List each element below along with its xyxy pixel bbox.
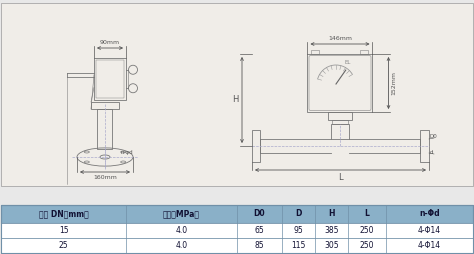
Text: 146mm: 146mm	[328, 36, 352, 41]
Text: H: H	[233, 96, 239, 104]
Bar	[252, 130, 260, 162]
Text: 通径 DN（mm）: 通径 DN（mm）	[39, 210, 89, 218]
Text: 160mm: 160mm	[93, 175, 117, 180]
Bar	[308, 54, 373, 112]
Text: 95: 95	[293, 226, 303, 235]
Bar	[420, 130, 429, 162]
Bar	[1, 223, 473, 238]
Text: 4.0: 4.0	[175, 226, 188, 235]
Text: 4.0: 4.0	[175, 241, 188, 250]
Bar	[98, 109, 112, 149]
Bar	[1, 238, 473, 253]
Text: 15: 15	[59, 226, 68, 235]
Bar	[1, 205, 473, 253]
Text: d: d	[430, 150, 434, 155]
Text: 25: 25	[59, 241, 68, 250]
Text: L: L	[365, 210, 369, 218]
Bar	[361, 50, 368, 54]
Bar	[332, 120, 348, 124]
Bar	[1, 3, 473, 186]
Text: H: H	[328, 210, 335, 218]
Bar	[1, 205, 473, 223]
Bar	[311, 50, 319, 54]
Text: D0: D0	[254, 210, 265, 218]
Text: 85: 85	[255, 241, 264, 250]
Bar	[96, 60, 124, 98]
Text: 4-Φ14: 4-Φ14	[418, 226, 441, 235]
Text: 耗压（MPa）: 耗压（MPa）	[163, 210, 200, 218]
Bar	[328, 112, 352, 120]
Text: 385: 385	[324, 226, 338, 235]
Bar	[94, 58, 126, 100]
Text: 152mm: 152mm	[392, 71, 396, 95]
Text: 65: 65	[255, 226, 264, 235]
Bar	[91, 102, 119, 109]
Text: n-φd: n-φd	[121, 150, 134, 155]
Text: D: D	[295, 210, 301, 218]
Text: D0: D0	[430, 134, 438, 139]
Text: 250: 250	[360, 226, 374, 235]
Text: 250: 250	[360, 241, 374, 250]
Bar	[331, 124, 349, 139]
Text: EL: EL	[345, 60, 351, 65]
Text: 4-Φ14: 4-Φ14	[418, 241, 441, 250]
Text: L: L	[338, 173, 343, 182]
Text: 305: 305	[324, 241, 339, 250]
Text: 115: 115	[291, 241, 306, 250]
Text: 90mm: 90mm	[100, 40, 120, 45]
Text: n-Φd: n-Φd	[419, 210, 440, 218]
